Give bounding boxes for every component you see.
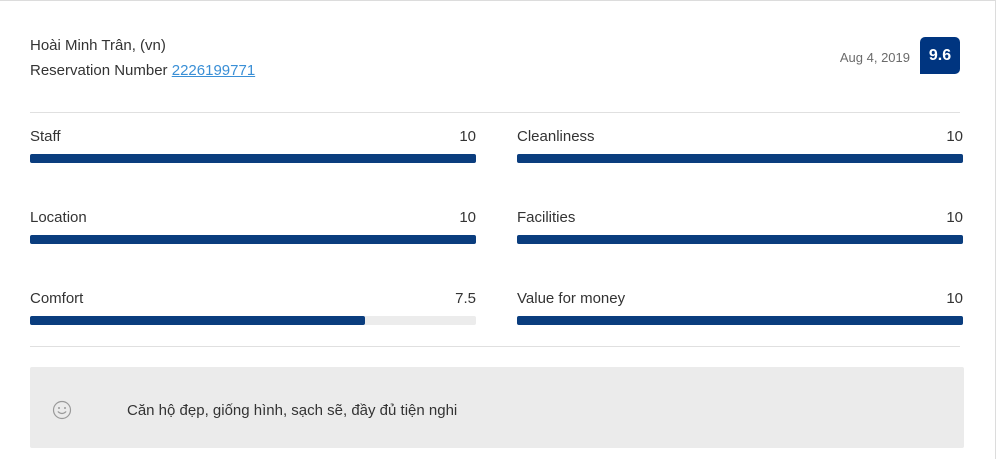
rating-label: Facilities (517, 209, 576, 226)
positive-comment: Căn hộ đẹp, giống hình, sạch sẽ, đầy đủ … (30, 367, 964, 448)
rating-facilities: Facilities 10 (517, 209, 963, 249)
rating-value: 10 (946, 290, 963, 307)
guest-name: Hoài Minh Trân, (vn) (30, 37, 166, 54)
reservation-line: Reservation Number 2226199771 (30, 62, 255, 79)
review-header: Hoài Minh Trân, (vn) Reservation Number … (30, 37, 960, 87)
rating-value: 10 (946, 128, 963, 145)
smile-icon (52, 400, 72, 425)
rating-bar (517, 154, 963, 163)
rating-value: 10 (946, 209, 963, 226)
rating-bar (517, 235, 963, 244)
ratings-divider (30, 346, 960, 347)
rating-bar-fill (517, 154, 963, 163)
rating-label: Comfort (30, 290, 84, 307)
review-date: Aug 4, 2019 (839, 50, 910, 65)
rating-label: Staff (30, 128, 61, 145)
rating-cleanliness: Cleanliness 10 (517, 128, 963, 168)
rating-bar-fill (30, 154, 476, 163)
rating-value-for-money: Value for money 10 (517, 290, 963, 330)
overall-score-badge: 9.6 (920, 37, 960, 74)
rating-bar-fill (517, 235, 963, 244)
rating-bar (30, 316, 476, 325)
rating-bar (30, 235, 476, 244)
reservation-number-link[interactable]: 2226199771 (171, 62, 256, 79)
rating-value: 10 (459, 209, 476, 226)
rating-label: Value for money (517, 290, 626, 307)
rating-label: Location (30, 209, 87, 226)
rating-comfort: Comfort 7.5 (30, 290, 476, 330)
rating-bar-fill (30, 235, 476, 244)
rating-staff: Staff 10 (30, 128, 476, 168)
rating-bar (30, 154, 476, 163)
rating-bar (517, 316, 963, 325)
rating-value: 10 (459, 128, 476, 145)
comment-text: Căn hộ đẹp, giống hình, sạch sẽ, đầy đủ … (127, 402, 458, 419)
rating-location: Location 10 (30, 209, 476, 249)
rating-bar-fill (517, 316, 963, 325)
reservation-label: Reservation Number (30, 62, 168, 79)
rating-value: 7.5 (455, 290, 476, 307)
header-divider (30, 112, 960, 113)
rating-label: Cleanliness (517, 128, 595, 145)
rating-bar-fill (30, 316, 365, 325)
